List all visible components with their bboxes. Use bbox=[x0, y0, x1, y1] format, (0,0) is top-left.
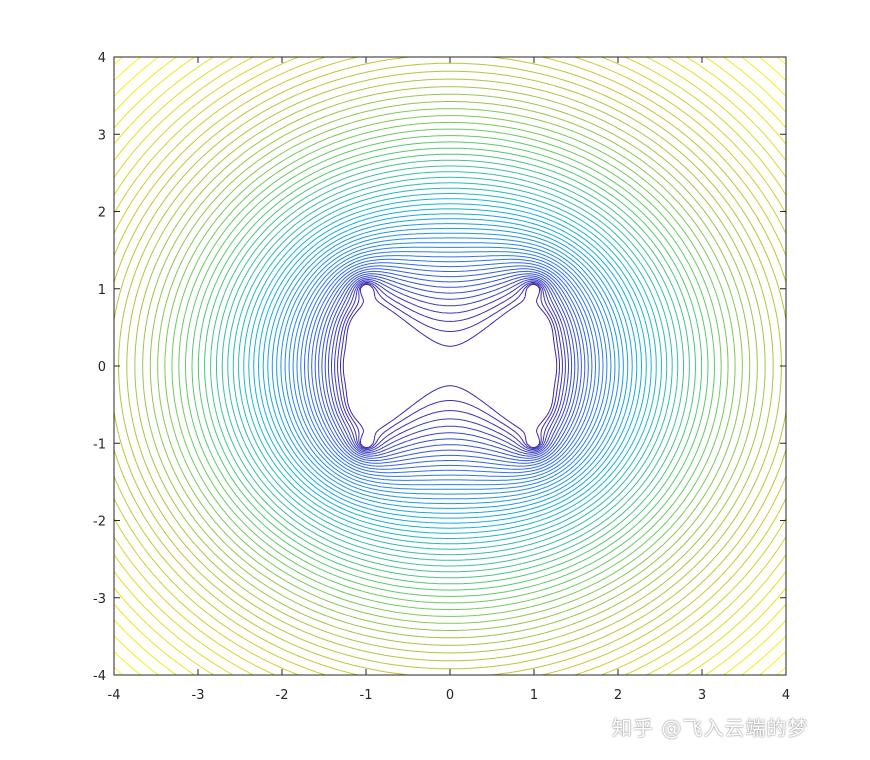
contour-level-line bbox=[113, 56, 787, 676]
contour-level-line bbox=[178, 128, 722, 604]
contour-level-line bbox=[221, 171, 679, 561]
x-axis-ticks: -4 -3 -2 -1 0 1 2 3 4 bbox=[108, 57, 790, 703]
contour-level-line bbox=[113, 56, 787, 676]
contour-level-line bbox=[296, 251, 604, 481]
x-tick-label: -1 bbox=[360, 688, 373, 703]
contour-level-line bbox=[311, 265, 589, 467]
contour-level-line bbox=[284, 237, 616, 495]
contour-level-line bbox=[113, 56, 787, 676]
contour-level-line bbox=[342, 283, 558, 449]
contour-level-line bbox=[171, 121, 729, 611]
contour-level-line bbox=[191, 141, 709, 591]
contour-level-line bbox=[253, 203, 647, 529]
x-tick-label: -4 bbox=[108, 688, 121, 703]
contour-level-line bbox=[262, 213, 638, 519]
contour-level-line bbox=[149, 101, 751, 631]
contour-level-line bbox=[267, 218, 633, 514]
axes-background bbox=[114, 57, 786, 675]
contour-level-line bbox=[243, 193, 657, 539]
contour-level-line bbox=[113, 56, 787, 676]
contour-level-line bbox=[113, 56, 787, 676]
contour-level-line bbox=[134, 86, 766, 646]
watermark: 知乎 @飞入云端的梦 bbox=[612, 716, 809, 740]
contour-level-line bbox=[238, 187, 662, 545]
contour-lines bbox=[113, 56, 787, 676]
contour-level-line bbox=[164, 115, 736, 617]
x-tick-label: 2 bbox=[614, 688, 622, 703]
y-axis-ticks: -4 -3 -2 -1 0 1 2 3 4 bbox=[93, 51, 786, 684]
contour-level-line bbox=[334, 280, 566, 452]
x-tick-label: 4 bbox=[782, 688, 790, 703]
x-tick-label: -2 bbox=[276, 688, 289, 703]
y-tick-label: 4 bbox=[98, 51, 106, 66]
contour-level-line bbox=[288, 242, 612, 490]
contour-level-line bbox=[318, 270, 582, 462]
contour-level-line bbox=[314, 268, 586, 464]
contour-level-line bbox=[113, 56, 787, 676]
y-tick-label: -1 bbox=[93, 437, 106, 452]
contour-level-line bbox=[113, 56, 787, 676]
y-tick-label: 0 bbox=[98, 360, 106, 375]
contour-level-line bbox=[321, 273, 579, 459]
y-tick-label: 3 bbox=[98, 128, 106, 143]
y-tick-label: 1 bbox=[98, 283, 106, 298]
x-tick-label: 0 bbox=[446, 688, 454, 703]
y-tick-label: -2 bbox=[93, 515, 106, 530]
contour-level-line bbox=[280, 232, 620, 500]
x-tick-label: 3 bbox=[698, 688, 706, 703]
y-tick-label: 2 bbox=[98, 206, 106, 221]
contour-level-line bbox=[204, 153, 696, 579]
contour-level-line bbox=[340, 283, 560, 449]
contour-level-line bbox=[327, 277, 573, 455]
x-tick-label: -3 bbox=[192, 688, 205, 703]
contour-level-line bbox=[276, 227, 624, 505]
contour-level-line bbox=[113, 56, 787, 676]
contour-level-line bbox=[142, 93, 758, 639]
contour-level-line bbox=[304, 258, 596, 474]
y-tick-label: -3 bbox=[93, 592, 106, 607]
contour-level-line bbox=[248, 198, 652, 534]
contour-level-line bbox=[258, 208, 642, 524]
contour-level-line bbox=[227, 176, 673, 556]
y-tick-label: -4 bbox=[93, 669, 106, 684]
contour-level-line bbox=[331, 279, 569, 453]
contour-level-line bbox=[113, 56, 787, 676]
contour-level-line bbox=[113, 56, 787, 676]
contour-level-line bbox=[185, 135, 715, 597]
contour-level-line bbox=[337, 281, 563, 451]
contour-level-line bbox=[232, 182, 668, 550]
contour-level-line bbox=[113, 62, 787, 670]
x-tick-label: 1 bbox=[530, 688, 538, 703]
contour-level-line bbox=[113, 56, 787, 676]
contour-level-line bbox=[292, 246, 608, 486]
contour-level-line bbox=[157, 108, 743, 624]
contour-level-line bbox=[197, 147, 703, 585]
contour-level-line bbox=[210, 159, 690, 573]
contour-level-line bbox=[216, 165, 684, 567]
contour-level-line bbox=[324, 275, 576, 457]
contour-level-line bbox=[307, 262, 593, 470]
contour-level-line bbox=[113, 56, 787, 676]
contour-level-line bbox=[118, 70, 782, 662]
contour-level-line bbox=[113, 56, 787, 676]
contour-level-line bbox=[300, 255, 600, 477]
contour-level-line bbox=[271, 223, 629, 509]
contour-level-line bbox=[126, 78, 774, 654]
